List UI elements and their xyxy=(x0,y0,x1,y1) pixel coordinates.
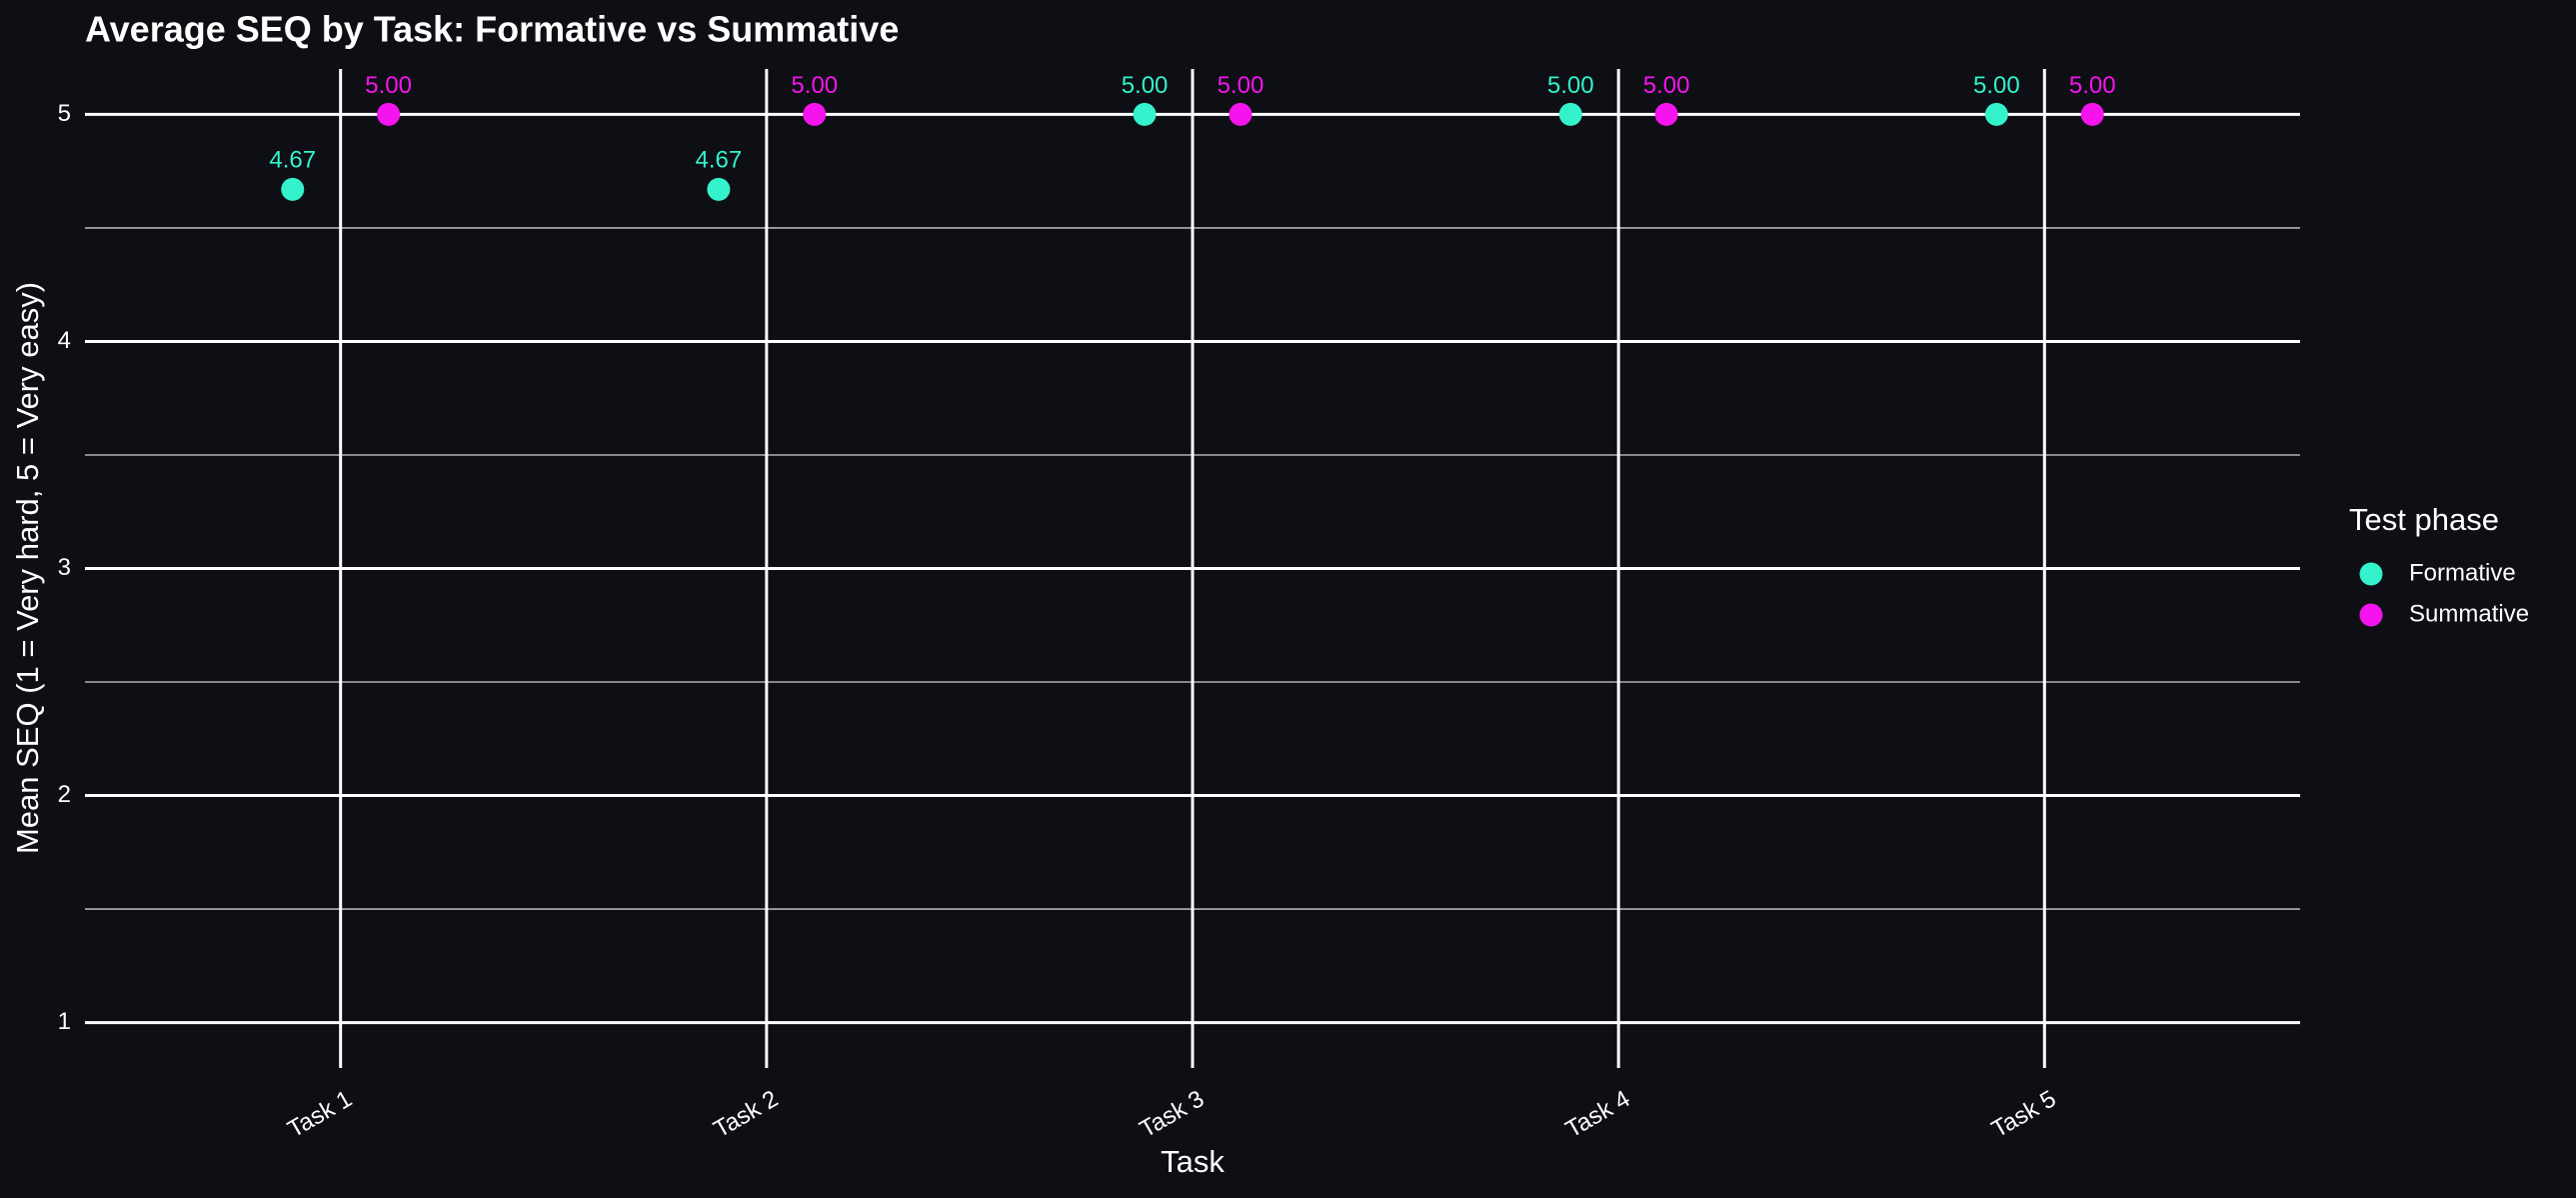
point xyxy=(281,177,305,201)
data-label: 5.00 xyxy=(1218,72,1265,99)
y-tick-label: 1 xyxy=(58,1008,71,1035)
x-axis-title: Task xyxy=(1161,1144,1225,1179)
y-tick-label: 2 xyxy=(58,781,71,808)
point xyxy=(1133,102,1157,126)
point xyxy=(2080,102,2104,126)
data-label: 5.00 xyxy=(1547,72,1594,99)
y-tick-label: 4 xyxy=(58,327,71,354)
legend-label: Summative xyxy=(2409,600,2529,627)
data-label: 5.00 xyxy=(1973,72,2020,99)
point xyxy=(1229,102,1253,126)
data-label: 5.00 xyxy=(1122,72,1169,99)
data-label: 5.00 xyxy=(2069,72,2116,99)
point xyxy=(1654,102,1678,126)
point xyxy=(803,102,827,126)
legend-title: Test phase xyxy=(2349,502,2499,537)
y-tick-label: 3 xyxy=(58,554,71,581)
point xyxy=(377,102,401,126)
data-label: 4.67 xyxy=(269,147,316,174)
legend-label: Formative xyxy=(2409,559,2516,586)
y-axis-title: Mean SEQ (1 = Very hard, 5 = Very easy) xyxy=(10,282,45,854)
data-label: 5.00 xyxy=(365,72,412,99)
data-label: 4.67 xyxy=(696,147,743,174)
point xyxy=(707,177,731,201)
legend-marker xyxy=(2359,603,2383,627)
data-label: 5.00 xyxy=(1643,72,1690,99)
chart-title: Average SEQ by Task: Formative vs Summat… xyxy=(85,9,899,50)
point xyxy=(1984,102,2008,126)
y-tick-label: 5 xyxy=(58,100,71,127)
point xyxy=(1558,102,1582,126)
legend-marker xyxy=(2359,562,2383,586)
data-label: 5.00 xyxy=(791,72,838,99)
